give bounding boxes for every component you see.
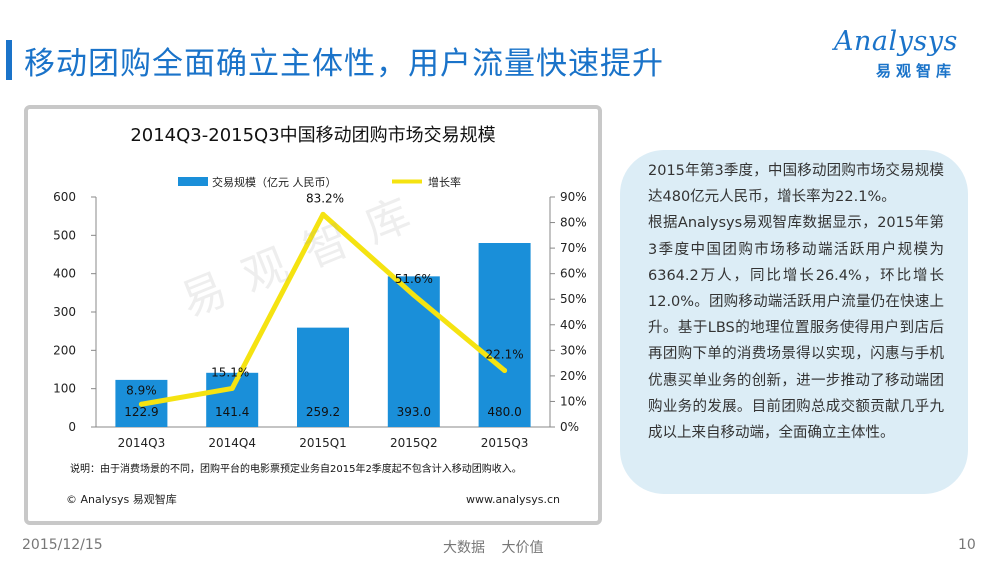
y-tick-label-left: 100 [53,382,76,396]
bar-value-label: 393.0 [397,405,431,419]
summary-paragraph-2: 根据Analysys易观智库数据显示，2015年第3季度中国团购市场移动端活跃用… [648,215,944,442]
legend-swatch-bar [178,177,208,186]
chart-title: 2014Q3-2015Q3中国移动团购市场交易规模 [130,125,495,146]
chart-note: 说明：由于消费场景的不同，团购平台的电影票预定业务自2015年2季度起不包含计入… [70,462,522,475]
legend-label-bar: 交易规模（亿元 人民币） [212,175,337,189]
y-tick-label-right: 20% [560,369,587,383]
y-tick-label-right: 90% [560,190,587,204]
growth-point-2015Q2 [411,292,417,298]
y-tick-label-right: 70% [560,241,587,255]
bar-2015Q3 [478,243,531,427]
summary-panel: 2015年第3季度，中国移动团购市场交易规模达480亿元人民币，增长率为22.1… [620,150,968,494]
y-tick-label-right: 10% [560,394,587,408]
growth-value-label: 51.6% [395,272,433,286]
y-tick-label-right: 60% [560,267,587,281]
x-tick-label: 2015Q3 [481,436,529,450]
growth-point-2014Q4 [229,385,235,391]
bar-2015Q2 [387,276,440,427]
growth-point-2015Q1 [320,211,326,217]
y-tick-label-left: 300 [53,305,76,319]
growth-value-label: 83.2% [306,191,344,205]
y-tick-label-left: 600 [53,190,76,204]
bar-value-label: 141.4 [215,405,249,419]
analysys-logo: Analysys 易观智库 [826,26,976,88]
y-tick-label-left: 0 [68,420,76,434]
page-title: 移动团购全面确立主体性，用户流量快速提升 [24,46,664,82]
growth-value-label: 8.9% [126,383,157,397]
y-tick-label-right: 30% [560,343,587,357]
x-tick-label: 2014Q4 [208,436,256,450]
logo-subtitle: 易观智库 [876,62,957,80]
growth-point-2015Q3 [502,368,508,374]
growth-point-2014Q3 [138,401,144,407]
chart-frame: 2014Q3-2015Q3中国移动团购市场交易规模交易规模（亿元 人民币） 增长率… [24,105,602,525]
bar-value-label: 480.0 [487,405,521,419]
y-tick-label-right: 80% [560,216,587,230]
bar-value-label: 122.9 [124,405,158,419]
y-tick-label-left: 500 [53,228,76,242]
bar-2014Q4 [206,372,259,427]
bar-value-label: 259.2 [306,405,340,419]
page-number: 10 [958,537,976,553]
x-tick-label: 2015Q2 [390,436,438,450]
y-tick-label-right: 50% [560,292,587,306]
chart-source-right: www.analysys.cn [466,493,560,506]
y-tick-label-right: 0% [560,420,579,434]
legend-label-line: 增长率 [428,175,461,189]
y-tick-label-left: 200 [53,343,76,357]
x-tick-label: 2015Q1 [299,436,347,450]
y-tick-label-left: 400 [53,267,76,281]
y-tick-label-right: 40% [560,318,587,332]
bar-2015Q1 [297,327,349,427]
growth-value-label: 22.1% [486,348,524,362]
logo-wordmark: Analysys [834,26,958,57]
summary-paragraph-1: 2015年第3季度，中国移动团购市场交易规模达480亿元人民币，增长率为22.1… [648,163,944,206]
footer-slogan: 大数据 大价值 [443,540,544,556]
x-tick-label: 2014Q3 [118,436,166,450]
title-accent-bar [6,40,12,80]
footer-date: 2015/12/15 [22,537,103,553]
chart-source-left: © Analysys 易观智库 [66,492,177,506]
growth-value-label: 15.1% [211,365,249,379]
